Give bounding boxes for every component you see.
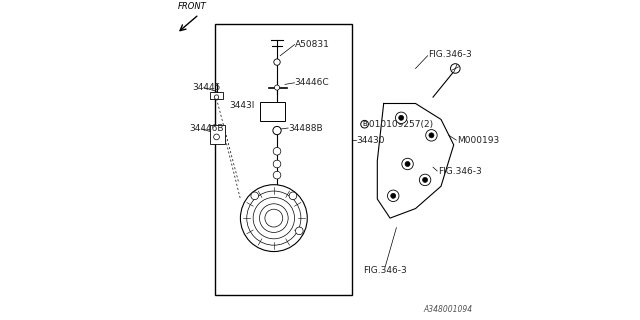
Circle shape	[275, 85, 280, 90]
Text: 34430: 34430	[356, 136, 385, 145]
Circle shape	[419, 174, 431, 186]
Circle shape	[429, 133, 434, 138]
Text: 34488B: 34488B	[288, 124, 323, 132]
Text: 34446C: 34446C	[294, 78, 329, 87]
Text: FIG.346-3: FIG.346-3	[364, 266, 407, 275]
Circle shape	[251, 192, 259, 200]
Text: M000193: M000193	[457, 136, 499, 145]
Circle shape	[273, 126, 281, 135]
Circle shape	[289, 192, 297, 200]
FancyBboxPatch shape	[211, 92, 223, 99]
FancyBboxPatch shape	[259, 102, 285, 121]
Circle shape	[253, 197, 294, 239]
Circle shape	[274, 59, 280, 65]
Circle shape	[361, 120, 369, 128]
Circle shape	[399, 115, 404, 120]
Circle shape	[426, 130, 437, 141]
Circle shape	[259, 204, 288, 232]
Circle shape	[390, 193, 396, 198]
Circle shape	[273, 171, 281, 179]
Text: 34446B: 34446B	[189, 124, 224, 133]
Circle shape	[422, 177, 428, 182]
Circle shape	[405, 162, 410, 166]
Text: B: B	[362, 121, 367, 127]
Circle shape	[402, 158, 413, 170]
Text: A50831: A50831	[294, 40, 330, 49]
Text: 34445: 34445	[193, 83, 221, 92]
FancyBboxPatch shape	[215, 24, 352, 294]
Circle shape	[451, 64, 460, 73]
Circle shape	[214, 134, 220, 140]
Text: FRONT: FRONT	[179, 2, 207, 11]
Text: A348001094: A348001094	[424, 305, 473, 314]
Text: 3443I: 3443I	[229, 100, 255, 109]
Circle shape	[387, 190, 399, 202]
Text: FIG.346-3: FIG.346-3	[428, 50, 472, 59]
Circle shape	[247, 191, 301, 245]
Circle shape	[273, 148, 281, 155]
Circle shape	[396, 112, 407, 124]
Circle shape	[214, 95, 219, 99]
Circle shape	[273, 160, 281, 168]
Text: FIG.346-3: FIG.346-3	[438, 167, 481, 176]
FancyBboxPatch shape	[209, 125, 225, 144]
Circle shape	[296, 227, 303, 235]
Text: ·010109257(2): ·010109257(2)	[366, 120, 433, 129]
Circle shape	[265, 209, 283, 227]
Circle shape	[241, 185, 307, 252]
